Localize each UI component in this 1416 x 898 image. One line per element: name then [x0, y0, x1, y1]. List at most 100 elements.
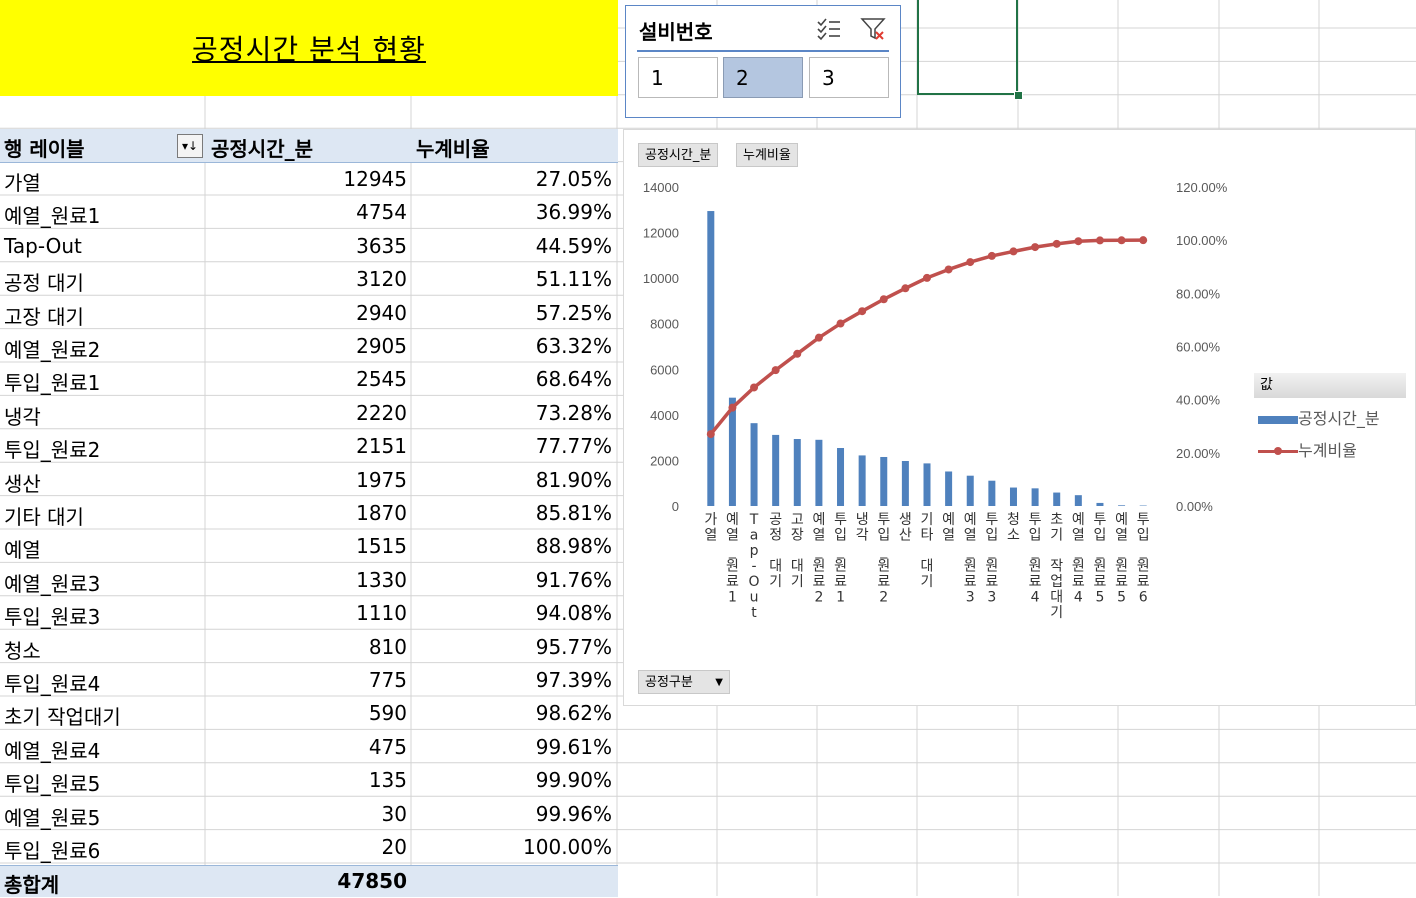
- pivot-row-minutes: 2905: [356, 334, 407, 358]
- active-cell-selection[interactable]: [917, 0, 1018, 95]
- pivot-total-minutes: 47850: [337, 869, 407, 893]
- pivot-row-ratio: 98.62%: [536, 701, 612, 725]
- line-point: [837, 320, 845, 328]
- bar: [1053, 493, 1060, 506]
- bar: [988, 481, 995, 506]
- line-point: [1118, 236, 1126, 244]
- pivot-header-row-label[interactable]: 행 레이블: [4, 133, 85, 162]
- pivot-row-minutes: 590: [369, 701, 407, 725]
- pivot-row-ratio: 63.32%: [536, 334, 612, 358]
- pivot-row-minutes: 1330: [356, 568, 407, 592]
- pivot-row-ratio: 27.05%: [536, 167, 612, 191]
- pivot-total-row[interactable]: 총합계 47850: [0, 865, 618, 897]
- legend-label-minutes: 공정시간_분: [1298, 409, 1380, 428]
- pivot-row-minutes: 2940: [356, 301, 407, 325]
- line-point: [1074, 237, 1082, 245]
- line-point: [728, 404, 736, 412]
- pivot-row-label: 기타 대기: [4, 501, 84, 530]
- pivot-row[interactable]: 냉각 2220 73.28%: [0, 397, 618, 430]
- legend-label-ratio: 누계비율: [1298, 441, 1357, 460]
- pivot-row-ratio: 44.59%: [536, 234, 612, 258]
- slicer-button-3[interactable]: 3: [809, 57, 889, 98]
- pivot-row-ratio: 91.76%: [536, 568, 612, 592]
- pivot-row-minutes: 1975: [356, 468, 407, 492]
- pivot-row-ratio: 100.00%: [523, 835, 612, 859]
- pivot-row-label: 냉각: [4, 401, 41, 430]
- bar: [902, 461, 909, 506]
- pivot-row-label: 초기 작업대기: [4, 701, 121, 730]
- pivot-row-label: 예열_원료5: [4, 802, 100, 831]
- pivot-row[interactable]: 초기 작업대기 590 98.62%: [0, 697, 618, 730]
- pivot-header-ratio[interactable]: 누계비율: [416, 133, 490, 162]
- pivot-row-ratio: 73.28%: [536, 401, 612, 425]
- pivot-row-minutes: 1110: [356, 601, 407, 625]
- pivot-row-minutes: 475: [369, 735, 407, 759]
- clear-filter-icon[interactable]: [860, 16, 886, 42]
- pivot-row-ratio: 57.25%: [536, 301, 612, 325]
- bar: [707, 211, 714, 506]
- line-point: [793, 350, 801, 358]
- pivot-header-minutes[interactable]: 공정시간_분: [211, 133, 313, 162]
- y-right-tick-label: 20.00%: [1176, 446, 1221, 461]
- pivot-row-minutes: 775: [369, 668, 407, 692]
- multi-select-icon[interactable]: [816, 16, 842, 42]
- pivot-row[interactable]: 고장 대기 2940 57.25%: [0, 297, 618, 330]
- pivot-row-minutes: 2220: [356, 401, 407, 425]
- fill-handle[interactable]: [1014, 91, 1023, 100]
- pivot-row-label: 고장 대기: [4, 301, 84, 330]
- pivot-row-ratio: 97.39%: [536, 668, 612, 692]
- report-title-cell[interactable]: 공정시간 분석 현황: [0, 0, 618, 96]
- pivot-row-label: 예열_원료2: [4, 334, 100, 363]
- bar: [924, 463, 931, 506]
- pivot-row-label: 생산: [4, 468, 41, 497]
- y-left-tick-label: 10000: [643, 271, 679, 286]
- slicer-button-1[interactable]: 1: [638, 57, 718, 98]
- pivot-row-label: 투입_원료2: [4, 434, 100, 463]
- slicer-button-2[interactable]: 2: [723, 57, 803, 98]
- legend-item-ratio: 누계비율: [1258, 437, 1357, 461]
- pivot-row[interactable]: 예열_원료2 2905 63.32%: [0, 330, 618, 363]
- line-point: [858, 307, 866, 315]
- y-left-tick-label: 4000: [650, 408, 679, 423]
- line-point: [1031, 243, 1039, 251]
- pivot-row-ratio: 51.11%: [536, 267, 612, 291]
- equipment-slicer[interactable]: 설비번호 1 2 3: [625, 5, 901, 118]
- y-left-tick-label: 2000: [650, 453, 679, 468]
- bar: [772, 435, 779, 506]
- line-point: [880, 295, 888, 303]
- bar: [1010, 488, 1017, 506]
- sort-filter-dropdown-icon[interactable]: ▾↓: [177, 134, 203, 158]
- line-point: [772, 366, 780, 374]
- pivot-row-label: 투입_원료6: [4, 835, 100, 864]
- pivot-row-ratio: 95.77%: [536, 635, 612, 659]
- slicer-divider: [637, 50, 889, 52]
